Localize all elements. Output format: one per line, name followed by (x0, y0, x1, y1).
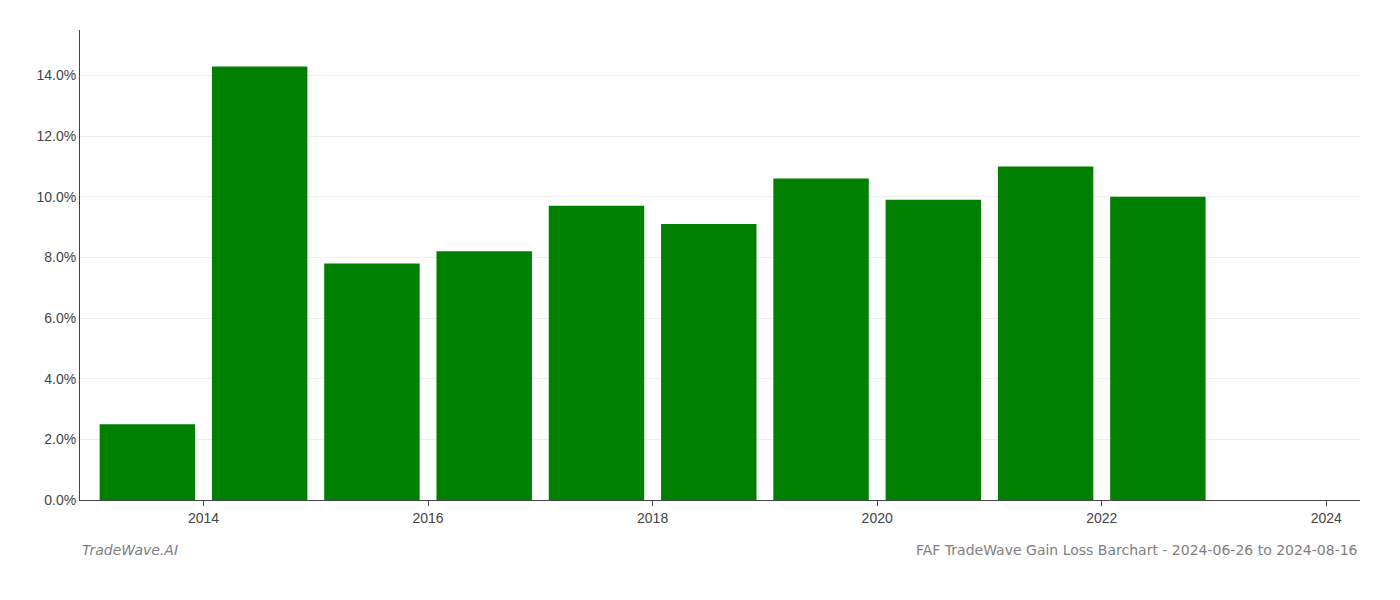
svg-text:14.0%: 14.0% (36, 67, 76, 83)
svg-text:2020: 2020 (862, 510, 893, 526)
svg-text:10.0%: 10.0% (36, 189, 76, 205)
svg-text:TradeWave.AI: TradeWave.AI (82, 542, 178, 558)
svg-text:2014: 2014 (188, 510, 219, 526)
svg-text:2024: 2024 (1311, 510, 1342, 526)
svg-text:12.0%: 12.0% (36, 128, 76, 144)
svg-text:2022: 2022 (1086, 510, 1117, 526)
svg-text:8.0%: 8.0% (44, 249, 76, 265)
svg-text:2016: 2016 (412, 510, 443, 526)
svg-text:0.0%: 0.0% (44, 492, 76, 508)
svg-text:2018: 2018 (637, 510, 668, 526)
svg-text:2.0%: 2.0% (44, 431, 76, 447)
svg-text:6.0%: 6.0% (44, 310, 76, 326)
svg-text:4.0%: 4.0% (44, 371, 76, 387)
svg-text:FAF TradeWave Gain Loss Barcha: FAF TradeWave Gain Loss Barchart - 2024-… (916, 542, 1358, 558)
